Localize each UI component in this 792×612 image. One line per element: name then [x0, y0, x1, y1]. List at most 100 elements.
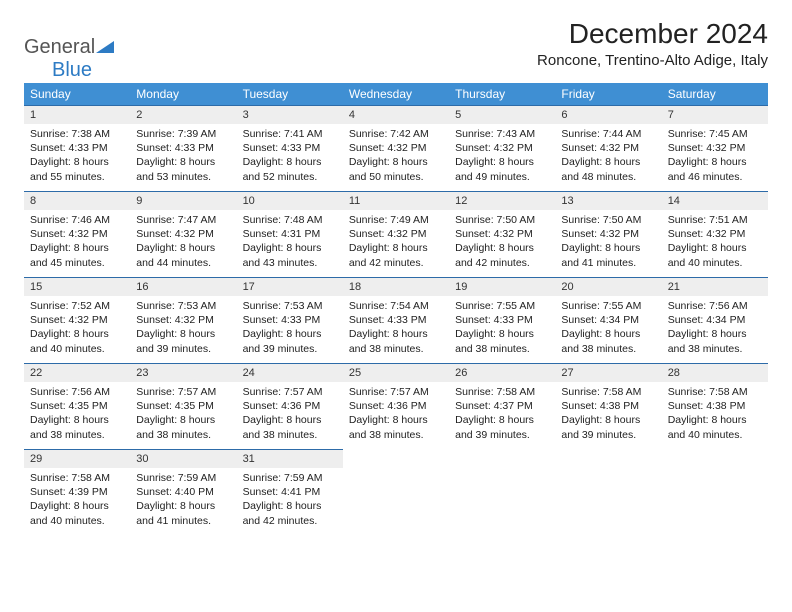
day-number: 11	[343, 191, 449, 210]
sunrise: Sunrise: 7:59 AM	[243, 471, 337, 485]
day-number: 5	[449, 105, 555, 124]
calendar-week: 22Sunrise: 7:56 AMSunset: 4:35 PMDayligh…	[24, 363, 768, 449]
day-number: 18	[343, 277, 449, 296]
day-number: 29	[24, 449, 130, 468]
day-number: 6	[555, 105, 661, 124]
day-body: Sunrise: 7:41 AMSunset: 4:33 PMDaylight:…	[237, 124, 343, 188]
daylight: Daylight: 8 hours and 55 minutes.	[30, 155, 124, 183]
day-body: Sunrise: 7:53 AMSunset: 4:33 PMDaylight:…	[237, 296, 343, 360]
daylight: Daylight: 8 hours and 38 minutes.	[349, 413, 443, 441]
sunset: Sunset: 4:35 PM	[30, 399, 124, 413]
day-header: Sunday	[24, 83, 130, 105]
calendar-table: SundayMondayTuesdayWednesdayThursdayFrid…	[24, 83, 768, 535]
calendar-cell: 15Sunrise: 7:52 AMSunset: 4:32 PMDayligh…	[24, 277, 130, 363]
calendar-cell: 24Sunrise: 7:57 AMSunset: 4:36 PMDayligh…	[237, 363, 343, 449]
sunrise: Sunrise: 7:58 AM	[668, 385, 762, 399]
day-body: Sunrise: 7:58 AMSunset: 4:38 PMDaylight:…	[555, 382, 661, 446]
sunset: Sunset: 4:33 PM	[30, 141, 124, 155]
sunrise: Sunrise: 7:54 AM	[349, 299, 443, 313]
day-number: 10	[237, 191, 343, 210]
daylight: Daylight: 8 hours and 50 minutes.	[349, 155, 443, 183]
day-body: Sunrise: 7:42 AMSunset: 4:32 PMDaylight:…	[343, 124, 449, 188]
daylight: Daylight: 8 hours and 42 minutes.	[243, 499, 337, 527]
sunrise: Sunrise: 7:57 AM	[349, 385, 443, 399]
sunset: Sunset: 4:39 PM	[30, 485, 124, 499]
calendar-cell: 27Sunrise: 7:58 AMSunset: 4:38 PMDayligh…	[555, 363, 661, 449]
calendar-cell: 5Sunrise: 7:43 AMSunset: 4:32 PMDaylight…	[449, 105, 555, 191]
logo-sail-icon	[95, 40, 114, 57]
sunrise: Sunrise: 7:50 AM	[455, 213, 549, 227]
sunrise: Sunrise: 7:45 AM	[668, 127, 762, 141]
calendar-cell: 20Sunrise: 7:55 AMSunset: 4:34 PMDayligh…	[555, 277, 661, 363]
sunrise: Sunrise: 7:51 AM	[668, 213, 762, 227]
daylight: Daylight: 8 hours and 40 minutes.	[668, 413, 762, 441]
sunrise: Sunrise: 7:58 AM	[455, 385, 549, 399]
daylight: Daylight: 8 hours and 38 minutes.	[561, 327, 655, 355]
calendar-cell: 26Sunrise: 7:58 AMSunset: 4:37 PMDayligh…	[449, 363, 555, 449]
sunrise: Sunrise: 7:57 AM	[243, 385, 337, 399]
day-body: Sunrise: 7:45 AMSunset: 4:32 PMDaylight:…	[662, 124, 768, 188]
day-number: 2	[130, 105, 236, 124]
day-number: 31	[237, 449, 343, 468]
day-body: Sunrise: 7:39 AMSunset: 4:33 PMDaylight:…	[130, 124, 236, 188]
day-body: Sunrise: 7:49 AMSunset: 4:32 PMDaylight:…	[343, 210, 449, 274]
sunset: Sunset: 4:33 PM	[243, 141, 337, 155]
location: Roncone, Trentino-Alto Adige, Italy	[537, 52, 768, 69]
sunset: Sunset: 4:32 PM	[668, 227, 762, 241]
sunset: Sunset: 4:32 PM	[668, 141, 762, 155]
sunrise: Sunrise: 7:48 AM	[243, 213, 337, 227]
day-number: 27	[555, 363, 661, 382]
calendar-cell: 29Sunrise: 7:58 AMSunset: 4:39 PMDayligh…	[24, 449, 130, 535]
sunrise: Sunrise: 7:57 AM	[136, 385, 230, 399]
day-body: Sunrise: 7:52 AMSunset: 4:32 PMDaylight:…	[24, 296, 130, 360]
day-number: 7	[662, 105, 768, 124]
sunset: Sunset: 4:40 PM	[136, 485, 230, 499]
daylight: Daylight: 8 hours and 43 minutes.	[243, 241, 337, 269]
day-header: Saturday	[662, 83, 768, 105]
day-body: Sunrise: 7:57 AMSunset: 4:36 PMDaylight:…	[343, 382, 449, 446]
calendar-cell: 31Sunrise: 7:59 AMSunset: 4:41 PMDayligh…	[237, 449, 343, 535]
day-number: 28	[662, 363, 768, 382]
day-header: Tuesday	[237, 83, 343, 105]
calendar-cell	[662, 449, 768, 535]
daylight: Daylight: 8 hours and 39 minutes.	[455, 413, 549, 441]
daylight: Daylight: 8 hours and 52 minutes.	[243, 155, 337, 183]
day-header: Thursday	[449, 83, 555, 105]
sunset: Sunset: 4:37 PM	[455, 399, 549, 413]
day-number: 23	[130, 363, 236, 382]
day-number: 3	[237, 105, 343, 124]
day-number: 19	[449, 277, 555, 296]
day-number: 1	[24, 105, 130, 124]
daylight: Daylight: 8 hours and 39 minutes.	[136, 327, 230, 355]
day-body: Sunrise: 7:59 AMSunset: 4:41 PMDaylight:…	[237, 468, 343, 532]
daylight: Daylight: 8 hours and 38 minutes.	[30, 413, 124, 441]
sunrise: Sunrise: 7:56 AM	[668, 299, 762, 313]
day-header: Friday	[555, 83, 661, 105]
calendar-cell: 28Sunrise: 7:58 AMSunset: 4:38 PMDayligh…	[662, 363, 768, 449]
day-number: 15	[24, 277, 130, 296]
daylight: Daylight: 8 hours and 48 minutes.	[561, 155, 655, 183]
day-body: Sunrise: 7:58 AMSunset: 4:37 PMDaylight:…	[449, 382, 555, 446]
day-body: Sunrise: 7:58 AMSunset: 4:39 PMDaylight:…	[24, 468, 130, 532]
sunrise: Sunrise: 7:49 AM	[349, 213, 443, 227]
day-body: Sunrise: 7:48 AMSunset: 4:31 PMDaylight:…	[237, 210, 343, 274]
sunset: Sunset: 4:33 PM	[136, 141, 230, 155]
day-body: Sunrise: 7:38 AMSunset: 4:33 PMDaylight:…	[24, 124, 130, 188]
sunrise: Sunrise: 7:58 AM	[561, 385, 655, 399]
day-number: 26	[449, 363, 555, 382]
daylight: Daylight: 8 hours and 49 minutes.	[455, 155, 549, 183]
calendar-cell: 8Sunrise: 7:46 AMSunset: 4:32 PMDaylight…	[24, 191, 130, 277]
calendar-head: SundayMondayTuesdayWednesdayThursdayFrid…	[24, 83, 768, 105]
calendar-cell	[343, 449, 449, 535]
day-header: Monday	[130, 83, 236, 105]
daylight: Daylight: 8 hours and 42 minutes.	[455, 241, 549, 269]
day-number: 16	[130, 277, 236, 296]
calendar-cell: 11Sunrise: 7:49 AMSunset: 4:32 PMDayligh…	[343, 191, 449, 277]
sunset: Sunset: 4:32 PM	[561, 141, 655, 155]
day-body: Sunrise: 7:57 AMSunset: 4:36 PMDaylight:…	[237, 382, 343, 446]
day-number: 30	[130, 449, 236, 468]
sunrise: Sunrise: 7:46 AM	[30, 213, 124, 227]
calendar-cell: 13Sunrise: 7:50 AMSunset: 4:32 PMDayligh…	[555, 191, 661, 277]
calendar-cell	[555, 449, 661, 535]
daylight: Daylight: 8 hours and 40 minutes.	[30, 499, 124, 527]
